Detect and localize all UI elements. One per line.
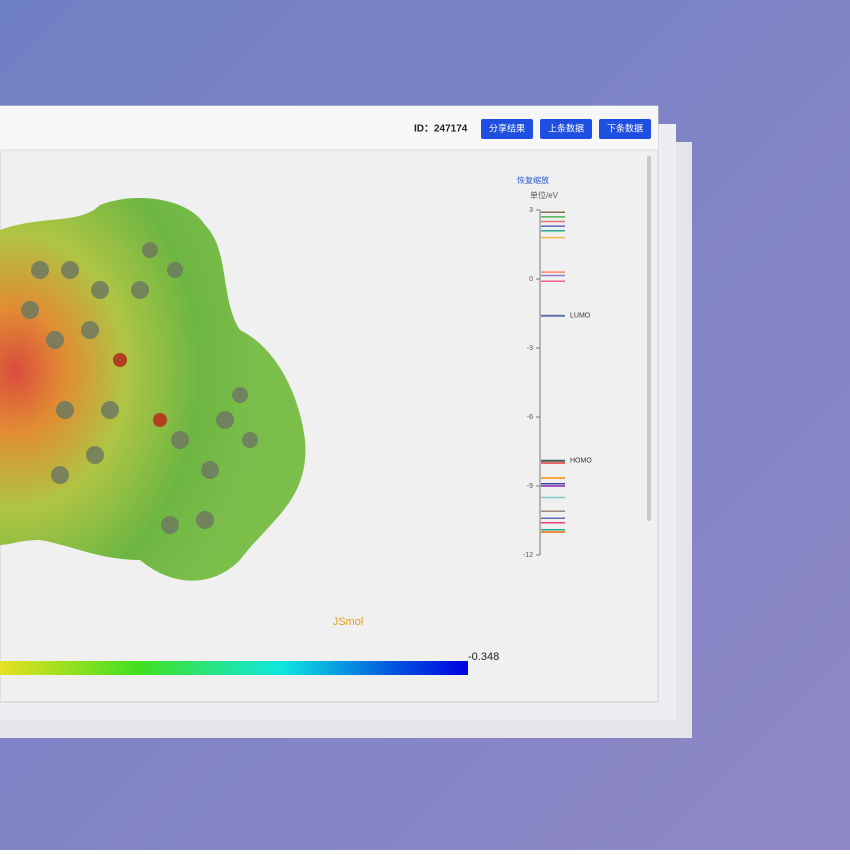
button[interactable] bbox=[481, 119, 533, 139]
molecule-surface bbox=[0, 197, 306, 581]
molecule-oxygen bbox=[113, 353, 167, 427]
record-id: ID：247174 bbox=[414, 124, 468, 135]
tick-label: 3 bbox=[529, 207, 533, 214]
tick-label: -3 bbox=[527, 345, 533, 352]
button[interactable] bbox=[540, 119, 592, 139]
colorbar bbox=[0, 661, 468, 675]
tick-label: -9 bbox=[527, 483, 533, 490]
scrollbar bbox=[647, 156, 651, 521]
tick-label: -6 bbox=[527, 414, 533, 421]
tick-label: 0 bbox=[529, 276, 533, 283]
molecule-atoms bbox=[21, 242, 258, 534]
button-label[interactable]: 分享结果 bbox=[489, 122, 525, 133]
jsmol-credit: JSmol bbox=[333, 616, 364, 628]
homo-label: HOMO bbox=[570, 458, 592, 465]
reset-zoom[interactable]: 恢复缩放 bbox=[517, 175, 549, 185]
lumo-label: LUMO bbox=[570, 313, 591, 320]
tick-label: -12 bbox=[523, 552, 533, 559]
button[interactable] bbox=[599, 119, 651, 139]
colorbar-label: -0.348 bbox=[468, 651, 499, 663]
button-label[interactable]: 上条数据 bbox=[548, 122, 584, 133]
unit-label: 单位/eV bbox=[530, 190, 559, 200]
button-label[interactable]: 下条数据 bbox=[607, 122, 643, 133]
